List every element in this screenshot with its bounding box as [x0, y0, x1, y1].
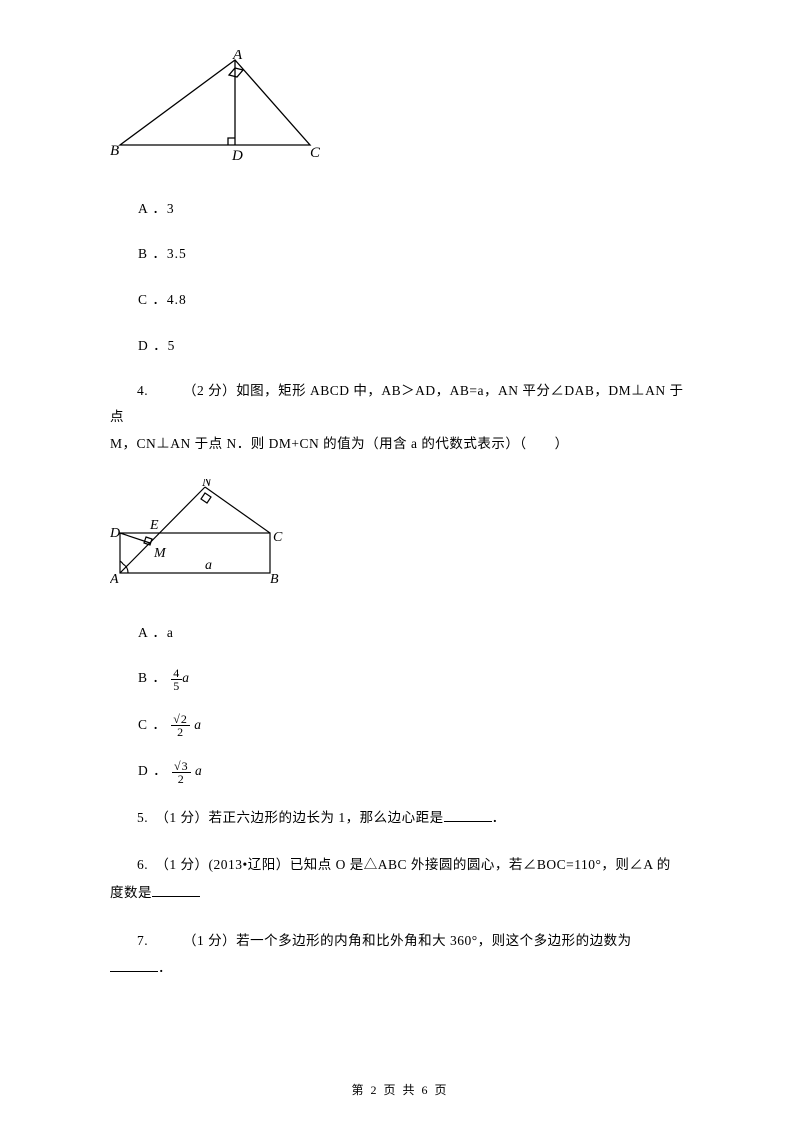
q5-text-a: 5. （1 分）若正六边形的边长为 1，那么边心距是	[137, 810, 444, 825]
q7-line2: ．	[110, 955, 690, 981]
q7-line1: 7. （1 分）若一个多边形的内角和比外角和大 360°，则这个多边形的边数为	[110, 928, 690, 954]
q4b-suf: a	[182, 670, 190, 685]
q7-num: 7.	[137, 933, 148, 948]
q6-line1: 6. （1 分）(2013•辽阳）已知点 O 是△ABC 外接圆的圆心，若∠BO…	[110, 852, 690, 878]
q4-num: 4.	[137, 383, 148, 398]
q7-text-c: ．	[158, 960, 172, 975]
q5-text-b: ．	[492, 810, 506, 825]
q6-blank[interactable]	[152, 883, 200, 897]
q4c-pre: C ．	[138, 717, 167, 732]
q3-option-a: A ．3	[138, 196, 690, 222]
q5: 5. （1 分）若正六边形的边长为 1，那么边心距是 ．	[110, 805, 690, 831]
label-M: M	[153, 546, 167, 561]
figure-triangle-abc: A B C D	[110, 50, 690, 174]
q4c-suf: a	[194, 717, 202, 732]
q3-option-c: C ．4.8	[138, 287, 690, 313]
label-A: A	[232, 50, 243, 63]
q4-option-a: A ．a	[138, 620, 690, 646]
label-B: B	[110, 143, 119, 159]
q4-option-b: B ． 4 5 a	[138, 665, 690, 691]
q4d-suf: a	[195, 763, 203, 778]
label-D2: D	[110, 526, 120, 541]
q4b-num: 4	[171, 667, 182, 679]
q4b-pre: B ．	[138, 670, 167, 685]
q3-option-d: D ．5	[138, 333, 690, 359]
q3-option-b: B ．3.5	[138, 241, 690, 267]
q4-text-a: （2 分）如图，矩形 ABCD 中，AB＞AD，AB=a，AN 平分∠DAB，D…	[110, 383, 684, 424]
page-footer: 第 2 页 共 6 页	[0, 1079, 800, 1102]
figure-rectangle-abcd: N E D C M A B a	[110, 479, 690, 598]
label-a: a	[205, 558, 212, 573]
q4d-num: √3	[172, 760, 191, 772]
q7-blank[interactable]	[110, 959, 158, 973]
q4c-den: 2	[171, 725, 190, 738]
q6-line2: 度数是	[110, 880, 690, 906]
q6-text-a: 6. （1 分）(2013•辽阳）已知点 O 是△ABC 外接圆的圆心，若∠BO…	[137, 857, 671, 872]
q4d-pre: D ．	[138, 763, 168, 778]
label-C: C	[310, 145, 320, 161]
q6-text-b: 度数是	[110, 885, 152, 900]
q4-option-c: C ． √2 2 a	[138, 712, 690, 738]
label-B2: B	[270, 572, 279, 587]
label-N: N	[201, 479, 212, 490]
label-A2: A	[110, 572, 119, 587]
q7-text-b: （1 分）若一个多边形的内角和比外角和大 360°，则这个多边形的边数为	[183, 933, 632, 948]
q4-option-d: D ． √3 2 a	[138, 758, 690, 784]
q5-blank[interactable]	[444, 808, 492, 822]
label-D: D	[231, 148, 243, 164]
label-C2: C	[273, 530, 283, 545]
q4-line1: 4. （2 分）如图，矩形 ABCD 中，AB＞AD，AB=a，AN 平分∠DA…	[110, 378, 690, 429]
label-E: E	[149, 518, 159, 533]
q4-line2: M，CN⊥AN 于点 N．则 DM+CN 的值为（用含 a 的代数式表示）（ ）	[110, 431, 690, 457]
q4d-den: 2	[172, 772, 191, 785]
q4b-den: 5	[171, 679, 182, 692]
q4c-num: √2	[171, 713, 190, 725]
